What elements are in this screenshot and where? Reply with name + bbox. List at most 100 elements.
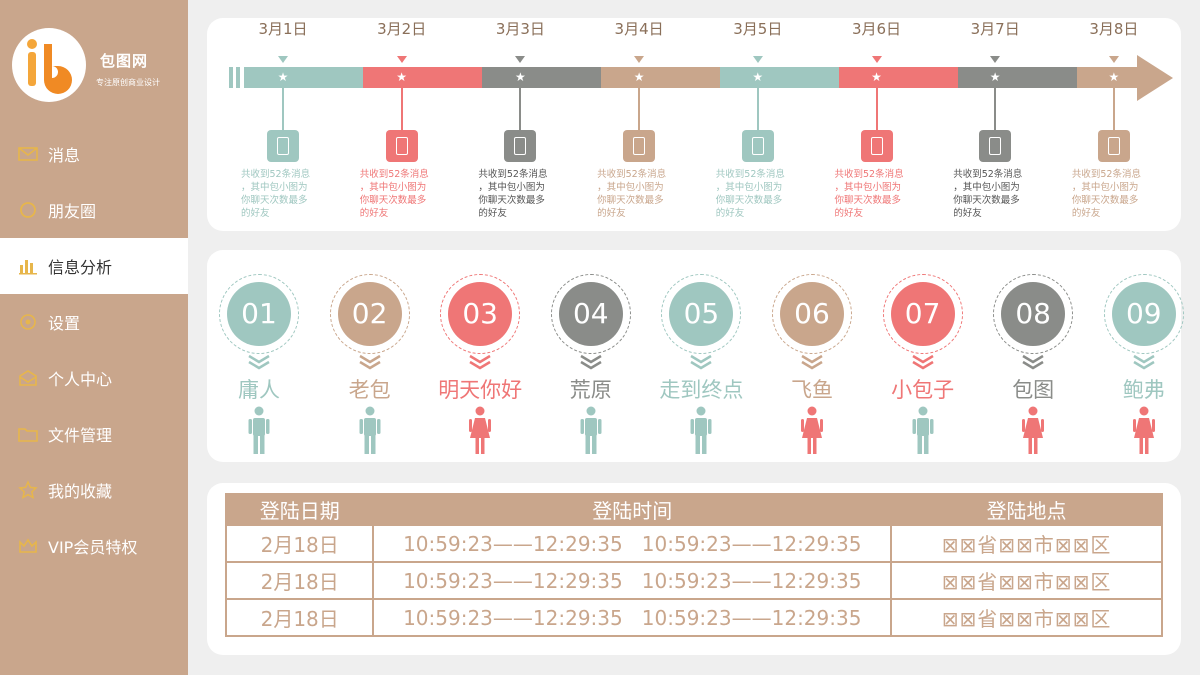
contact-name: 小包子 xyxy=(891,378,955,402)
bar-chart-icon xyxy=(18,256,38,276)
description-line: 的好友 xyxy=(478,208,507,219)
settings-icon xyxy=(18,312,38,332)
table-header-row: 登陆日期 登陆时间 登陆地点 xyxy=(224,493,1163,526)
sidebar-item-messages[interactable]: 消息 xyxy=(0,126,188,182)
timeline-description: 共收到52条消息 ，其中包小图为 你聊天次数最多 的好友 xyxy=(1072,168,1156,220)
sidebar-item-label: 朋友圈 xyxy=(48,202,97,221)
female-person-icon xyxy=(1022,406,1045,454)
contact-name: 包图 xyxy=(1012,378,1055,402)
sidebar-item-profile[interactable]: 个人中心 xyxy=(0,350,188,406)
timeline-date[interactable]: 3月3日 xyxy=(495,20,545,38)
phone-screen xyxy=(989,137,1002,155)
star-icon: ★ xyxy=(277,70,289,84)
timeline-date[interactable]: 3月4日 xyxy=(614,20,664,38)
login-date: 2月18日 xyxy=(224,524,375,563)
timeline-arrow-head xyxy=(1137,55,1173,101)
description-line: ，其中包小图为 xyxy=(359,182,427,193)
contact-name: 走到终点 xyxy=(659,378,744,402)
description-line: 的好友 xyxy=(359,208,389,219)
login-place: ⊠⊠省⊠⊠市⊠⊠区 xyxy=(890,598,1163,637)
timeline-date[interactable]: 3月1日 xyxy=(258,20,308,38)
phone-screen xyxy=(395,137,408,155)
star-icon: ★ xyxy=(871,70,882,84)
caret-down-icon xyxy=(752,56,763,63)
caret-down-icon xyxy=(871,56,882,63)
login-place: ⊠⊠省⊠⊠市⊠⊠区 xyxy=(890,524,1163,563)
timeline-segment xyxy=(363,67,482,88)
phone-icon[interactable] xyxy=(623,130,656,162)
sidebar-item-settings[interactable]: 设置 xyxy=(0,294,188,350)
login-records-panel: 登陆日期 登陆时间 登陆地点 2月18日 10:59:23——12:29:35 … xyxy=(207,483,1181,655)
timeline-date[interactable]: 3月5日 xyxy=(733,20,783,38)
phone-icon[interactable] xyxy=(385,130,418,162)
number-ring xyxy=(550,274,631,354)
description-line: 的好友 xyxy=(715,208,745,219)
description-line: 你聊天次数最多 xyxy=(478,195,545,206)
sidebar: 包图网 专注原创商业设计 消息 朋友圈 信息分析 设置 xyxy=(0,0,188,675)
double-chevron-down-icon xyxy=(248,354,270,370)
timeline-date[interactable]: 3月6日 xyxy=(851,20,902,38)
description-line: ，其中包小图为 xyxy=(715,182,783,193)
number-ring xyxy=(772,274,852,354)
phone-icon[interactable] xyxy=(504,130,537,162)
phone-icon[interactable] xyxy=(1097,130,1130,162)
star-icon: ★ xyxy=(1108,70,1120,84)
number-ring xyxy=(219,274,299,354)
timeline-connector xyxy=(994,88,997,130)
contact-number: 02 xyxy=(337,282,402,346)
double-chevron-down-icon xyxy=(1022,354,1044,370)
user-envelope-icon xyxy=(18,368,38,388)
timeline-connector xyxy=(875,88,878,130)
sidebar-item-moments[interactable]: 朋友圈 xyxy=(0,182,188,238)
phone-screen xyxy=(751,137,764,155)
timeline-connector xyxy=(638,88,641,130)
description-line: ，其中包小图为 xyxy=(953,182,1020,193)
timeline-description: 共收到52条消息 ，其中包小图为 你聊天次数最多 的好友 xyxy=(835,168,919,220)
female-person-icon xyxy=(1132,406,1155,454)
description-line: ，其中包小图为 xyxy=(597,182,664,193)
phone-icon[interactable] xyxy=(267,130,299,162)
male-person-icon xyxy=(359,406,381,454)
description-line: 共收到52条消息 xyxy=(241,169,311,180)
number-ring xyxy=(329,274,410,354)
description-line: 你聊天次数最多 xyxy=(834,195,902,206)
description-line: 共收到52条消息 xyxy=(359,169,429,180)
description-line: 你聊天次数最多 xyxy=(1071,195,1139,206)
phone-icon[interactable] xyxy=(860,130,893,162)
logo xyxy=(12,28,86,102)
female-person-icon xyxy=(469,406,492,454)
login-place: ⊠⊠省⊠⊠市⊠⊠区 xyxy=(890,561,1163,600)
sidebar-item-analysis[interactable]: 信息分析 xyxy=(0,238,188,294)
description-line: ，其中包小图为 xyxy=(1071,182,1139,193)
description-line: 你聊天次数最多 xyxy=(953,195,1020,206)
timeline-description: 共收到52条消息 ，其中包小图为 你聊天次数最多 的好友 xyxy=(360,168,444,220)
sidebar-item-vip[interactable]: VIP会员特权 xyxy=(0,518,188,574)
number-ring xyxy=(882,274,963,354)
sidebar-item-files[interactable]: 文件管理 xyxy=(0,406,188,462)
timeline-date[interactable]: 3月7日 xyxy=(970,20,1020,38)
description-line: 共收到52条消息 xyxy=(478,169,548,180)
timeline-date[interactable]: 3月8日 xyxy=(1089,20,1139,38)
description-line: 共收到52条消息 xyxy=(953,169,1023,180)
description-line: 共收到52条消息 xyxy=(597,169,667,180)
male-person-icon xyxy=(580,406,602,454)
timeline-description: 共收到52条消息 ，其中包小图为 你聊天次数最多 的好友 xyxy=(716,168,800,220)
column-header-time: 登陆时间 xyxy=(372,493,893,526)
description-line: 你聊天次数最多 xyxy=(715,195,783,206)
timeline-segment xyxy=(839,67,958,88)
caret-down-icon xyxy=(1108,56,1119,63)
timeline-connector xyxy=(1112,88,1115,130)
star-icon: ★ xyxy=(396,70,408,84)
sidebar-item-favorites[interactable]: 我的收藏 xyxy=(0,462,188,518)
phone-icon[interactable] xyxy=(741,130,774,162)
number-ring xyxy=(661,274,742,354)
sidebar-item-label: 信息分析 xyxy=(48,258,113,277)
timeline-date[interactable]: 3月2日 xyxy=(377,20,427,38)
phone-icon[interactable] xyxy=(979,130,1012,162)
female-person-icon xyxy=(801,406,823,454)
contact-number: 08 xyxy=(1001,282,1066,346)
phone-screen xyxy=(870,137,883,155)
contact-number: 07 xyxy=(890,282,955,346)
contact-number: 05 xyxy=(669,282,734,346)
star-icon: ★ xyxy=(633,70,645,84)
